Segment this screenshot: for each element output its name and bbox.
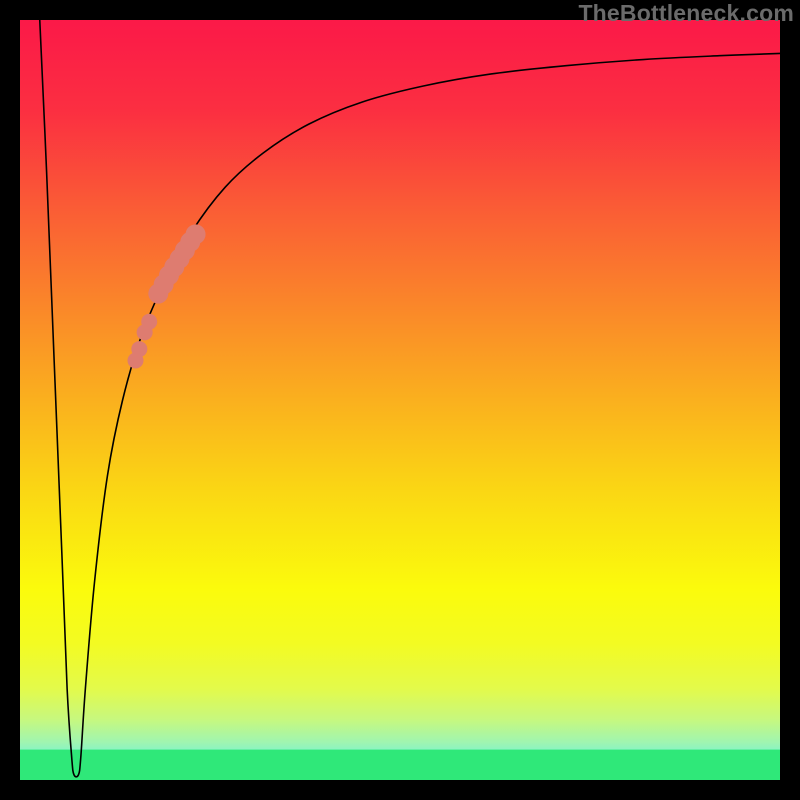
plot-area <box>20 20 780 780</box>
highlight-marker <box>141 314 157 330</box>
plot-svg <box>20 20 780 780</box>
chart-frame: TheBottleneck.com <box>0 0 800 800</box>
highlight-marker <box>131 341 147 357</box>
highlight-marker <box>186 224 206 244</box>
gradient-background <box>20 20 780 780</box>
bottom-green-band <box>20 750 780 780</box>
watermark-text: TheBottleneck.com <box>578 0 794 27</box>
